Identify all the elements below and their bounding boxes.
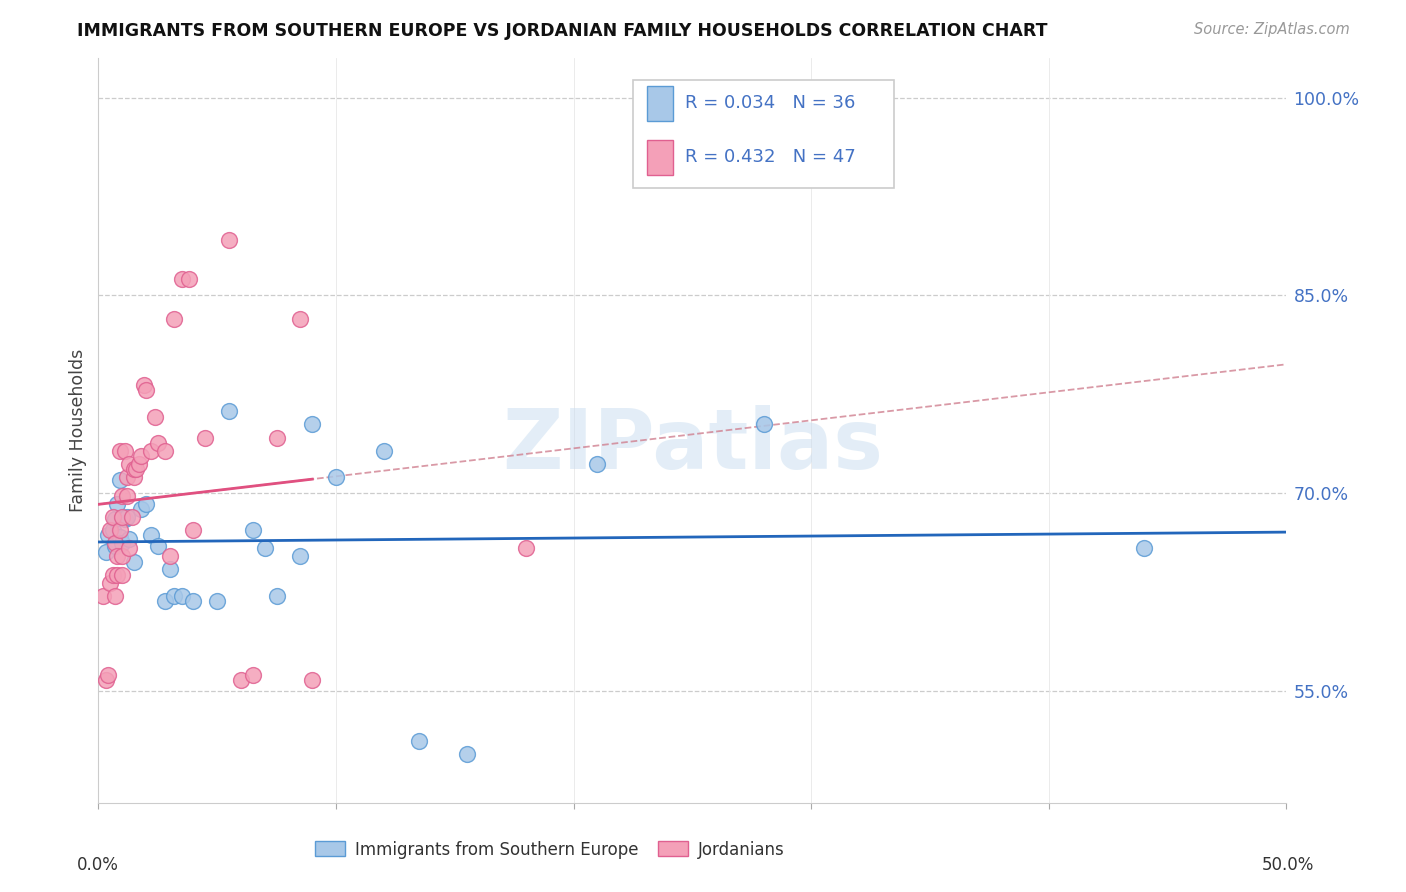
Point (218, 233, 240, 247)
Point (146, 539, 169, 553)
Text: 50.0%: 50.0% (1263, 856, 1315, 874)
Point (125, 462, 148, 476)
Text: R = 0.034   N = 36: R = 0.034 N = 36 (685, 95, 856, 112)
Point (139, 443, 162, 458)
Point (153, 443, 176, 458)
Point (101, 523, 124, 537)
Point (242, 668, 264, 682)
Point (121, 509, 143, 524)
Point (266, 589, 288, 603)
Point (98, 575, 121, 590)
Point (104, 589, 127, 603)
Point (104, 512, 127, 526)
Text: IMMIGRANTS FROM SOUTHERN EUROPE VS JORDANIAN FAMILY HOUSEHOLDS CORRELATION CHART: IMMIGRANTS FROM SOUTHERN EUROPE VS JORDA… (77, 22, 1047, 40)
Point (129, 501, 152, 516)
Bar (647, 140, 673, 176)
Legend: Immigrants from Southern Europe, Jordanians: Immigrants from Southern Europe, Jordani… (308, 834, 792, 865)
Point (111, 536, 134, 550)
Point (153, 594, 176, 608)
Point (107, 567, 129, 582)
Point (115, 470, 138, 484)
Point (290, 549, 312, 564)
Point (218, 404, 240, 418)
Point (108, 443, 131, 458)
Point (97, 668, 120, 682)
Point (101, 567, 124, 582)
Point (118, 541, 141, 556)
Point (253, 541, 276, 556)
Y-axis label: Family Households: Family Households (69, 349, 87, 512)
Point (139, 528, 162, 542)
Point (301, 673, 323, 688)
Text: Source: ZipAtlas.com: Source: ZipAtlas.com (1194, 22, 1350, 37)
Point (98, 523, 121, 537)
Point (118, 457, 141, 471)
Point (1133, 541, 1156, 556)
FancyBboxPatch shape (633, 80, 894, 188)
Point (159, 549, 181, 564)
Point (122, 470, 145, 484)
Point (97, 528, 120, 542)
Point (91, 589, 114, 603)
Point (115, 509, 138, 524)
Point (159, 562, 181, 576)
Point (94, 673, 117, 688)
Point (108, 529, 131, 543)
Point (107, 549, 129, 564)
Point (325, 470, 347, 484)
Point (373, 443, 395, 458)
Point (108, 523, 131, 537)
Point (104, 539, 127, 553)
Point (129, 449, 152, 463)
Point (266, 431, 288, 445)
Bar (647, 86, 673, 121)
Text: 0.0%: 0.0% (77, 856, 120, 874)
Point (163, 312, 186, 326)
Point (114, 512, 136, 526)
Point (515, 541, 537, 556)
Point (111, 509, 134, 524)
Point (586, 457, 609, 471)
Point (111, 489, 134, 503)
Point (135, 383, 157, 397)
Point (177, 272, 200, 286)
Point (183, 594, 205, 608)
Point (229, 673, 252, 688)
Point (107, 497, 129, 511)
Point (115, 489, 138, 503)
Point (94, 545, 117, 559)
Point (104, 536, 127, 550)
Point (145, 409, 167, 424)
Point (132, 378, 155, 392)
Point (122, 555, 145, 569)
Point (135, 497, 157, 511)
Point (170, 589, 193, 603)
Text: R = 0.432   N = 47: R = 0.432 N = 47 (685, 148, 856, 167)
Point (101, 509, 124, 524)
Point (163, 589, 186, 603)
Point (752, 417, 775, 432)
Point (301, 417, 323, 432)
Point (242, 523, 264, 537)
Point (114, 443, 136, 458)
Point (456, 747, 478, 761)
Point (118, 532, 141, 546)
Point (194, 431, 217, 445)
Point (146, 436, 169, 450)
Point (128, 457, 150, 471)
Point (108, 473, 131, 487)
Point (111, 549, 134, 564)
Point (207, 594, 229, 608)
Point (111, 567, 134, 582)
Point (122, 462, 145, 476)
Text: ZIPatlas: ZIPatlas (502, 405, 883, 486)
Point (408, 734, 430, 748)
Point (170, 272, 193, 286)
Point (183, 523, 205, 537)
Point (290, 312, 312, 326)
